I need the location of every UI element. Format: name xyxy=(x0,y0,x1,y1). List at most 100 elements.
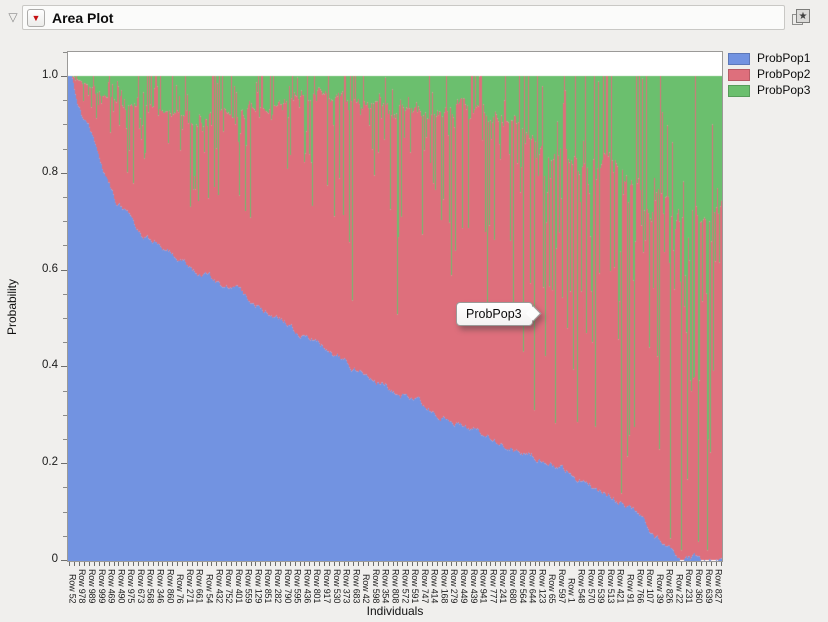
x-tick-label: Row 432 xyxy=(214,568,225,603)
x-tick xyxy=(524,562,526,566)
x-tick-label: Row 354 xyxy=(380,568,391,603)
x-tick xyxy=(617,562,619,566)
legend-item-probpop3[interactable]: ProbPop3 xyxy=(728,84,810,97)
x-axis-title: Individuals xyxy=(366,604,424,618)
x-tick-label: Row 989 xyxy=(86,568,97,603)
x-tick xyxy=(240,562,242,566)
disclosure-triangle-icon[interactable]: ▽ xyxy=(8,10,18,24)
x-tick xyxy=(304,562,306,566)
x-tick xyxy=(152,562,154,566)
x-tick-label: Row 827 xyxy=(713,568,724,603)
y-minor-tick xyxy=(63,342,67,344)
x-tick xyxy=(700,562,702,566)
x-tick xyxy=(666,562,668,566)
x-tick xyxy=(338,562,340,566)
x-tick xyxy=(598,562,600,566)
x-tick xyxy=(642,562,644,566)
legend-item-probpop2[interactable]: ProbPop2 xyxy=(728,68,810,81)
y-minor-tick xyxy=(63,293,67,295)
y-tick-label: 0.4 xyxy=(42,359,58,372)
x-tick xyxy=(289,562,291,566)
stacked-area-plot[interactable] xyxy=(68,52,722,561)
x-tick-label: Row 346 xyxy=(155,568,166,603)
x-tick-label: Row 548 xyxy=(576,568,587,603)
x-tick xyxy=(583,562,585,566)
x-tick xyxy=(255,562,257,566)
x-tick xyxy=(436,562,438,566)
page-title: Area Plot xyxy=(52,10,114,26)
x-tick xyxy=(172,562,174,566)
y-major-tick xyxy=(61,172,67,174)
x-tick xyxy=(510,562,512,566)
x-tick-label: Row 941 xyxy=(478,568,489,603)
x-tick xyxy=(128,562,130,566)
report-panel-button[interactable]: ★ xyxy=(789,6,813,30)
x-tick xyxy=(275,562,277,566)
x-tick-label: Row 168 xyxy=(439,568,450,603)
x-tick-label: Row 860 xyxy=(165,568,176,603)
x-tick xyxy=(554,562,556,566)
x-tick xyxy=(485,562,487,566)
y-minor-tick xyxy=(63,535,67,537)
x-tick-label: Row 559 xyxy=(243,568,254,603)
x-tick xyxy=(622,562,624,566)
x-tick xyxy=(465,562,467,566)
x-tick-label: Row 683 xyxy=(351,568,362,603)
red-triangle-menu-button[interactable]: ▼ xyxy=(27,9,45,27)
x-tick xyxy=(221,562,223,566)
legend-label: ProbPop3 xyxy=(757,83,811,97)
y-minor-tick xyxy=(63,148,67,150)
x-tick xyxy=(137,562,139,566)
y-minor-tick xyxy=(63,221,67,223)
x-tick-label: Row 65 xyxy=(547,573,558,603)
x-tick xyxy=(216,562,218,566)
x-tick xyxy=(568,562,570,566)
x-tick-label: Row 129 xyxy=(253,568,264,603)
x-tick-label: Row 572 xyxy=(400,568,411,603)
x-tick xyxy=(446,562,448,566)
x-tick-label: Row 747 xyxy=(419,568,430,603)
x-tick-label: Row 1 xyxy=(566,578,577,603)
outline-title-bar: ▼ Area Plot xyxy=(22,5,785,30)
x-tick xyxy=(505,562,507,566)
y-tick-label: 0.8 xyxy=(42,165,58,178)
x-tick-label: Row 439 xyxy=(468,568,479,603)
x-tick-label: Row 539 xyxy=(596,568,607,603)
x-tick xyxy=(191,562,193,566)
x-tick-label: Row 826 xyxy=(664,568,675,603)
x-tick xyxy=(133,562,135,566)
x-tick xyxy=(363,562,365,566)
x-tick-label: Row 917 xyxy=(321,568,332,603)
x-tick xyxy=(157,562,159,566)
x-tick-label: Row 851 xyxy=(263,568,274,603)
x-tick xyxy=(480,562,482,566)
x-tick-label: Row 591 xyxy=(410,568,421,603)
x-tick-label: Row 808 xyxy=(390,568,401,603)
x-tick-label: Row 436 xyxy=(302,568,313,603)
x-tick xyxy=(231,562,232,566)
x-tick xyxy=(652,562,653,566)
y-major-tick xyxy=(61,269,67,271)
x-tick xyxy=(177,562,179,566)
plot-frame xyxy=(67,51,723,562)
x-tick xyxy=(656,562,658,566)
y-tick-label: 0 xyxy=(51,553,58,565)
x-tick xyxy=(392,562,394,566)
x-tick xyxy=(544,562,546,566)
x-tick xyxy=(676,562,678,566)
legend-item-probpop1[interactable]: ProbPop1 xyxy=(728,52,810,65)
x-tick xyxy=(441,562,443,566)
x-tick xyxy=(377,562,379,566)
x-tick xyxy=(162,562,164,566)
x-tick-label: Row 597 xyxy=(556,568,567,603)
x-tick xyxy=(348,562,350,566)
x-tick-label: Row 570 xyxy=(586,568,597,603)
x-tick-label: Row 421 xyxy=(615,568,626,603)
x-tick xyxy=(182,562,184,566)
x-tick xyxy=(123,562,125,566)
x-tick xyxy=(211,562,213,566)
x-tick-label: Row 595 xyxy=(292,568,303,603)
x-tick xyxy=(632,562,634,566)
tooltip-text: ProbPop3 xyxy=(456,302,533,326)
y-minor-tick xyxy=(63,318,67,319)
